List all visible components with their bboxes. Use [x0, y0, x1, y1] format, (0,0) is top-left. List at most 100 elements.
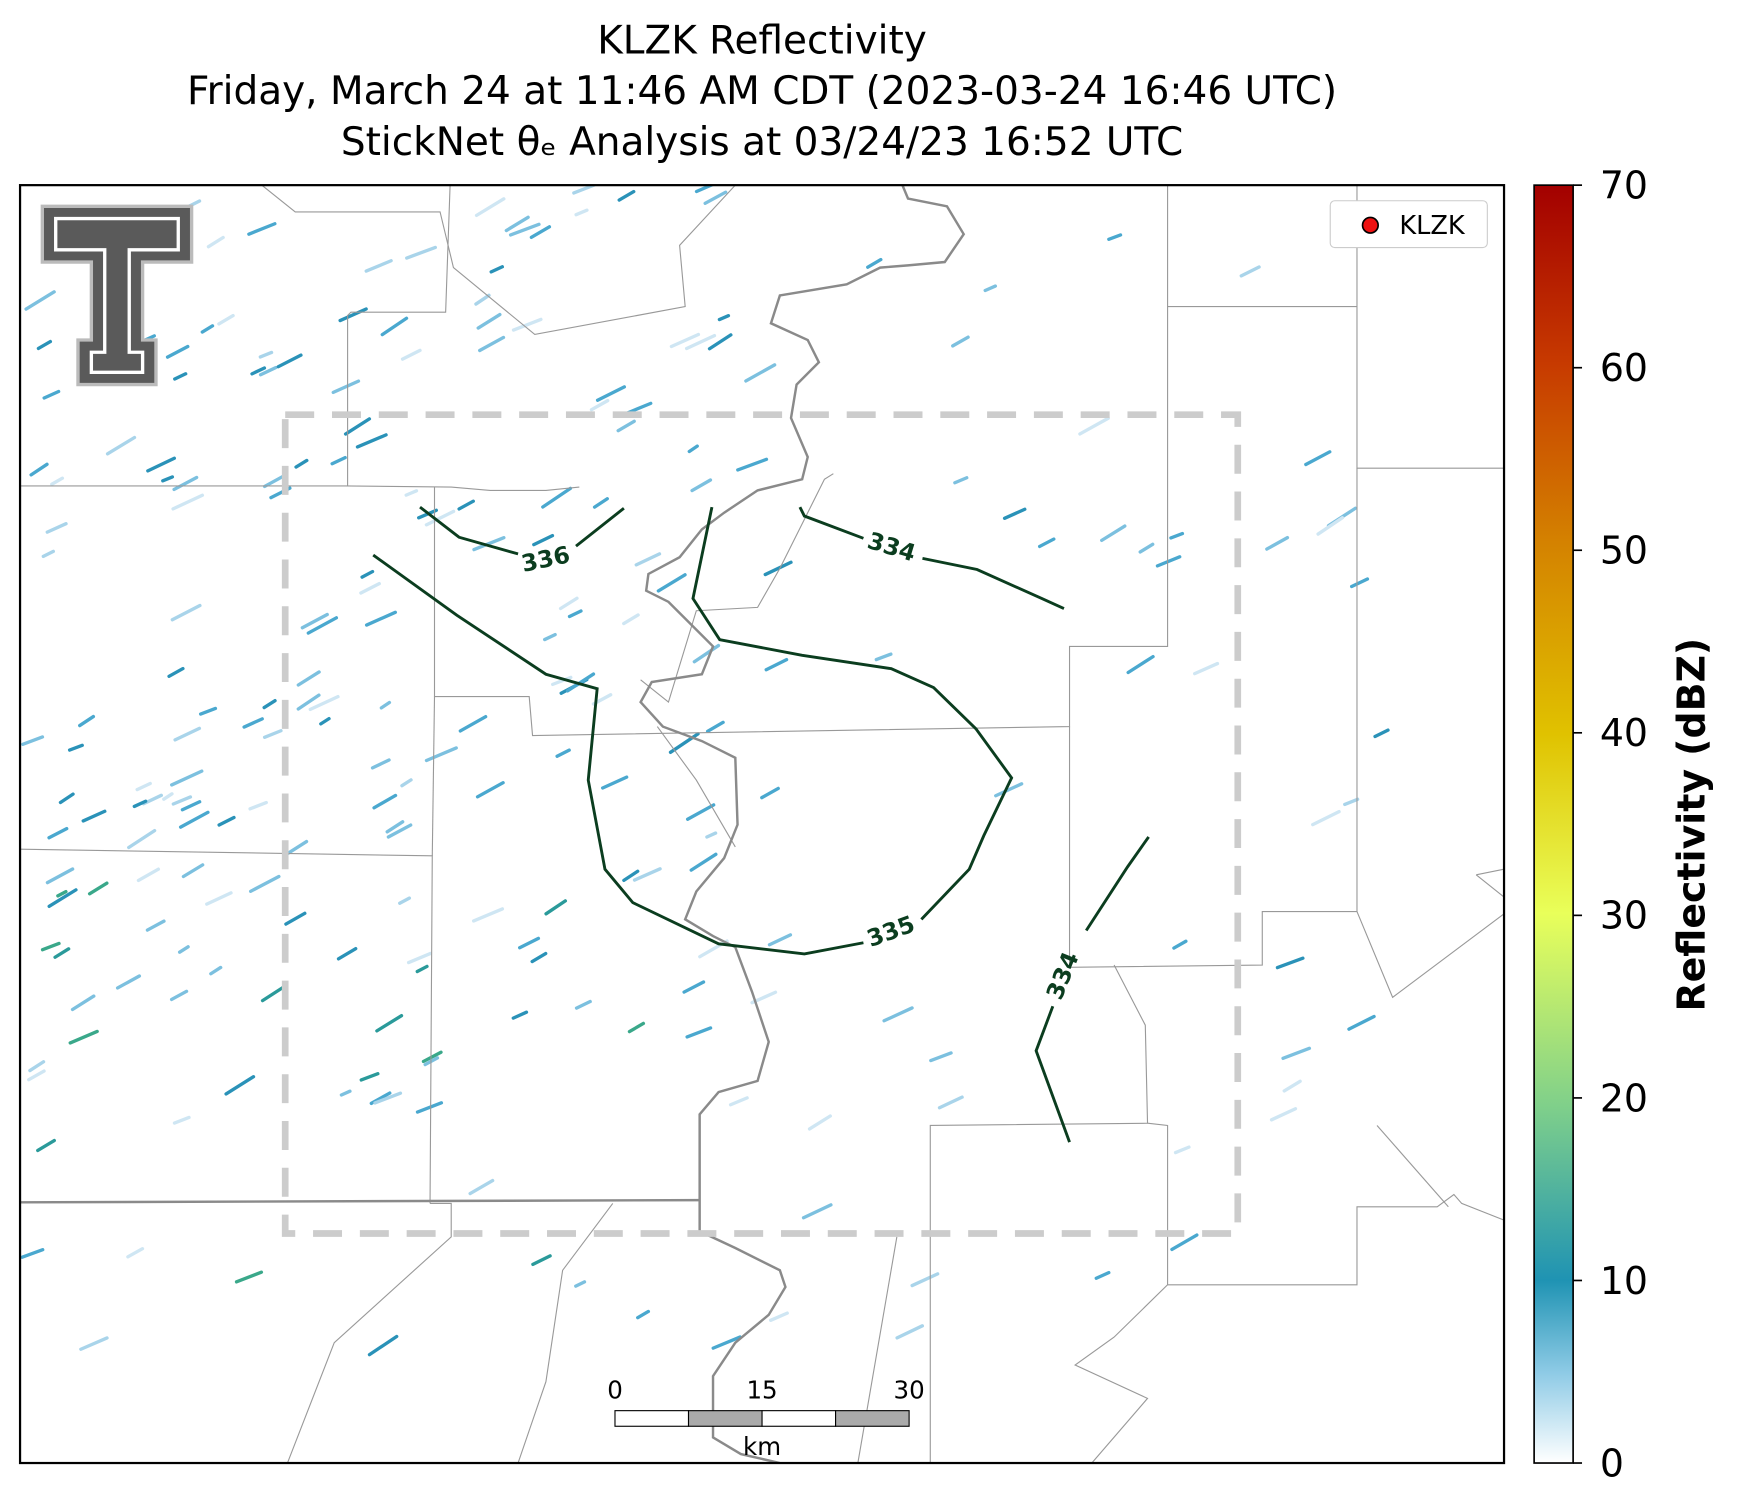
radar-echo: [472, 535, 506, 552]
radar-echo: [1037, 537, 1056, 549]
radar-echo: [360, 569, 375, 579]
radar-echo: [1265, 535, 1290, 551]
radar-echo: [40, 941, 61, 952]
radar-echo: [983, 284, 998, 293]
radar-echo: [468, 1178, 495, 1196]
radar-echo: [1269, 1107, 1298, 1122]
radar-echo: [801, 1203, 833, 1220]
scale-bar: 0 15 30 km: [607, 1375, 925, 1461]
colorbar-tick-label: 0: [1600, 1441, 1624, 1485]
radar-echo: [951, 335, 970, 348]
radar-echo: [162, 792, 174, 801]
radar-echo: [258, 350, 274, 359]
radar-echo: [355, 433, 388, 449]
radar-echo: [406, 951, 432, 965]
radar-echo: [68, 1029, 99, 1045]
radar-echo: [424, 746, 458, 763]
radar-echo: [127, 828, 157, 850]
radar-echo: [398, 896, 412, 905]
radar-echo: [359, 1072, 380, 1082]
radar-echo: [260, 985, 285, 1003]
radar-echo: [1173, 1145, 1191, 1155]
colorbar-tick-label: 60: [1600, 346, 1648, 390]
radar-echo: [249, 874, 281, 893]
radar-echo: [70, 994, 96, 1012]
radar-echo: [458, 715, 488, 733]
radar-echo: [105, 435, 137, 456]
legend-label: KLZK: [1399, 211, 1466, 241]
radar-echo: [205, 891, 233, 906]
radar-echo: [247, 222, 277, 236]
radar-echo: [172, 1115, 191, 1125]
radar-echo: [707, 333, 733, 351]
radar-echo: [424, 509, 456, 527]
radar-echo: [711, 1335, 742, 1350]
radar-echo: [343, 417, 372, 436]
radar-echo: [1347, 1014, 1376, 1031]
radar-echo: [1304, 450, 1332, 467]
radar-echo: [882, 1006, 914, 1023]
radar-echo: [421, 1050, 443, 1064]
radar-echo: [565, 672, 596, 693]
radar-echo: [622, 869, 640, 883]
radar-echo: [370, 758, 391, 770]
radar-echo: [627, 1021, 646, 1034]
radar-echo: [200, 324, 215, 334]
radar-echo: [372, 793, 398, 810]
title-line: Friday, March 24 at 11:46 AM CDT (2023-0…: [187, 69, 1337, 114]
legend-marker: [1361, 216, 1379, 234]
radar-echo: [763, 560, 793, 577]
radar-echo: [937, 1095, 964, 1110]
radar-echo: [308, 694, 340, 712]
radar-echo: [555, 748, 571, 758]
radar-echo: [634, 552, 662, 567]
radar-echo: [687, 444, 699, 454]
radar-echo: [415, 1101, 444, 1114]
radar-echo: [1350, 577, 1370, 589]
radar-echo: [717, 314, 731, 322]
radar-echo: [47, 826, 69, 840]
radar-echo: [250, 366, 267, 376]
radar-echo: [262, 473, 287, 489]
radar-echo: [728, 1096, 749, 1107]
radar-echo: [296, 670, 321, 687]
radar-echo: [181, 863, 205, 879]
radar-echo: [910, 1272, 940, 1288]
radar-echo: [472, 907, 505, 923]
radar-echo: [489, 265, 505, 274]
radar-echo: [115, 974, 142, 990]
radar-echo: [136, 867, 161, 883]
radar-echo: [544, 899, 568, 916]
radar-echoes: [20, 185, 1390, 1357]
radar-echo: [331, 379, 361, 395]
radar-echo: [248, 800, 268, 811]
radar-echo: [180, 800, 202, 812]
radar-echo: [21, 735, 45, 746]
radar-echo: [78, 714, 96, 728]
radar-echo: [87, 881, 109, 896]
radar-echo: [994, 782, 1024, 798]
radar-echo: [234, 1270, 264, 1284]
radar-echo: [1281, 1046, 1312, 1061]
radar-echo: [600, 775, 629, 790]
radar-echo: [373, 1091, 403, 1105]
radar-echo: [617, 189, 636, 202]
radar-echo: [173, 726, 202, 742]
radar-echo: [367, 1334, 399, 1357]
radar-echo: [1155, 555, 1182, 568]
colorbar-tick-label: 50: [1600, 529, 1648, 573]
radar-echo: [385, 820, 405, 834]
title-line: KLZK Reflectivity: [597, 19, 927, 64]
radar-echo: [656, 573, 687, 593]
radar-echo: [632, 867, 662, 882]
radar-echo: [589, 398, 610, 412]
radar-echo: [29, 462, 49, 477]
radar-echo: [1373, 728, 1390, 739]
radar-echo: [1100, 524, 1127, 543]
legend: KLZK: [1329, 200, 1488, 249]
radar-echo: [217, 313, 235, 326]
radar-echo: [929, 1051, 953, 1063]
radar-echo: [28, 1060, 46, 1073]
county-lines: [20, 185, 1505, 1464]
title-line: StickNet θₑ Analysis at 03/24/23 16:52 U…: [341, 120, 1183, 165]
